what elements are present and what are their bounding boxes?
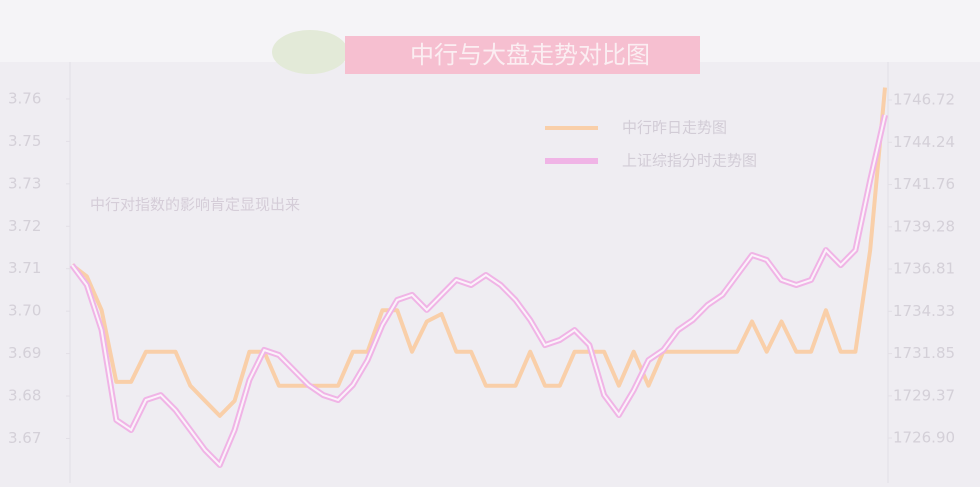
- y-tick-label: 3.69: [8, 344, 41, 362]
- y-tick-label: 3.68: [8, 387, 41, 405]
- legend-label: 中行昨日走势图: [622, 119, 727, 137]
- y-tick-label: 3.71: [8, 259, 41, 277]
- y2-tick-label: 1741.76: [893, 175, 955, 193]
- title-banner: [345, 36, 700, 74]
- y2-tick-label: 1729.37: [893, 386, 955, 404]
- y-tick-label: 3.75: [8, 132, 41, 150]
- y2-tick-label: 1746.72: [893, 90, 955, 108]
- y-tick-label: 3.76: [8, 89, 41, 107]
- y2-tick-label: 1726.90: [893, 429, 955, 447]
- legend-label: 上证综指分时走势图: [622, 152, 757, 170]
- annotation: 中行对指数的影响肯定显现出来: [90, 196, 300, 214]
- y-tick-label: 3.67: [8, 429, 41, 447]
- y2-tick-label: 1736.81: [893, 260, 955, 278]
- series-line-core: [71, 114, 886, 467]
- y2-tick-label: 1731.85: [893, 344, 955, 362]
- y-tick-label: 3.70: [8, 302, 41, 320]
- title-ornament: [272, 30, 348, 74]
- y2-tick-label: 1739.28: [893, 217, 955, 235]
- series-line: [69, 114, 888, 468]
- y2-tick-label: 1734.33: [893, 302, 955, 320]
- y-tick-label: 3.73: [8, 174, 41, 192]
- series-line: [70, 87, 887, 418]
- chart-title: 中行与大盘走势对比图: [410, 41, 650, 69]
- y-tick-label: 3.72: [8, 217, 41, 235]
- y2-tick-label: 1744.24: [893, 133, 955, 151]
